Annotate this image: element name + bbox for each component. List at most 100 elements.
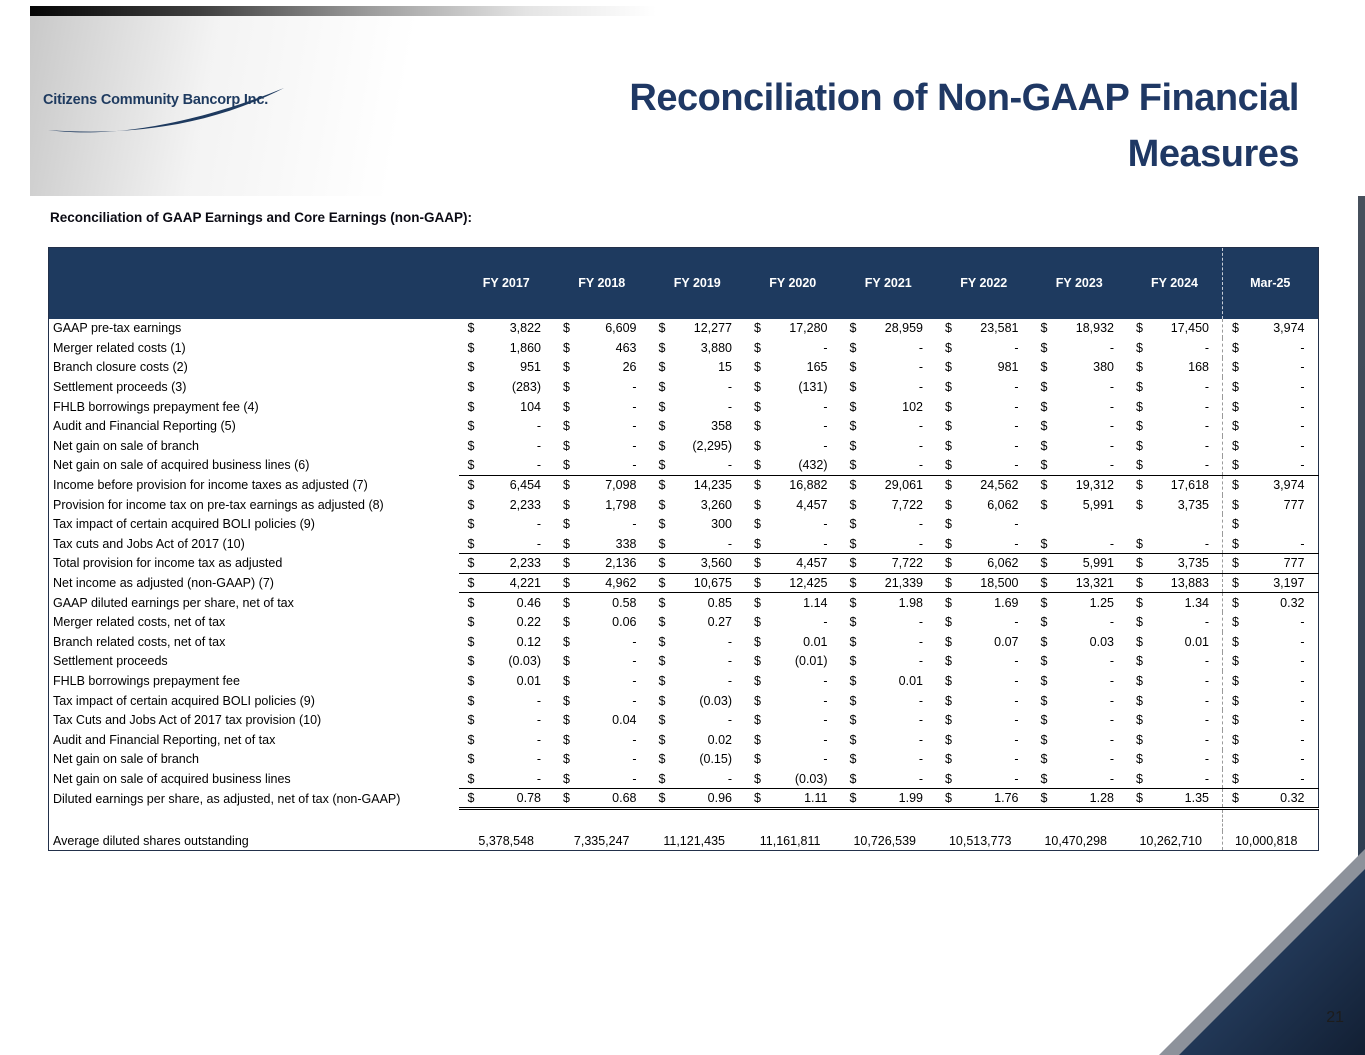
currency-symbol: $ [1232,458,1239,473]
cell-value: (131) [798,380,828,395]
cell-value: 3,560 [700,556,732,571]
row-label: GAAP pre-tax earnings [53,321,182,336]
cell-value: (2,295) [692,438,732,453]
currency-symbol: $ [563,752,570,767]
cell-value: - [1109,340,1114,355]
value-cell: $1,860 [459,338,555,358]
value-cell: $ - [1127,671,1223,691]
table-row: Diluted earnings per share, as adjusted,… [49,788,1318,810]
currency-symbol: $ [563,634,570,649]
cell-value: 3,197 [1273,576,1305,591]
currency-symbol: $ [467,595,475,610]
currency-symbol: $ [658,713,666,728]
cell-value: 5,991 [1082,497,1114,512]
cell-value: 16,882 [789,478,828,493]
cell-value: 338 [615,536,637,551]
row-label: Net gain on sale of branch [53,438,199,453]
currency-symbol: $ [563,673,570,688]
value-cell: $ - [936,455,1032,476]
row-label: Merger related costs, net of tax [53,615,226,630]
cell-value: - [1109,536,1114,551]
column-header: FY 2024 [1127,247,1223,319]
currency-symbol: $ [1040,634,1048,649]
currency-symbol: $ [658,771,666,786]
cell-value: 777 [1283,556,1305,571]
value-cell: $ - [554,514,650,534]
currency-symbol: $ [849,713,857,728]
currency-symbol: $ [754,595,761,610]
cell-value: - [727,654,732,669]
currency-symbol: $ [467,478,475,493]
value-cell: $28,959 [841,319,937,339]
cell-value: - [536,458,541,473]
cell-value: - [1014,615,1019,630]
value-cell: $ - [745,730,841,750]
value-cell: $ - [1222,416,1318,437]
currency-symbol: $ [563,321,570,336]
cell-value: 0.12 [516,634,541,649]
currency-symbol: $ [563,399,570,414]
currency-symbol: $ [563,360,570,375]
cell-value: - [1300,419,1305,434]
currency-symbol: $ [1232,478,1239,493]
value-cell: $18,932 [1032,319,1128,339]
cell-value: 10,470,298 [1044,833,1107,848]
row-label: Branch related costs, net of tax [53,634,226,649]
value-cell: $ - [1222,357,1318,378]
cell-value: - [1204,438,1209,453]
cell-value: 358 [711,419,732,434]
value-cell: 10,470,298 [1032,831,1128,851]
currency-symbol: $ [849,791,857,806]
value-cell: $ - [650,652,746,672]
currency-symbol: $ [1136,595,1143,610]
value-cell: $338 [554,534,650,555]
cell-value: - [918,419,923,434]
value-cell [1032,514,1128,534]
value-cell: $ - [1127,534,1223,555]
currency-symbol: $ [754,438,761,453]
currency-symbol: $ [1136,438,1143,453]
value-cell: $7,098 [554,475,650,495]
cell-value: 17,280 [789,321,828,336]
cell-value: 6,609 [605,321,637,336]
currency-symbol: $ [1136,791,1143,806]
cell-value: 0.01 [1184,634,1209,649]
column-header: FY 2022 [936,247,1032,319]
currency-symbol: $ [1040,536,1048,551]
cell-value: (0.03) [508,654,541,669]
value-cell: $0.32 [1222,592,1318,613]
currency-symbol: $ [658,752,666,767]
currency-symbol: $ [658,419,666,434]
value-cell: 11,121,435 [650,831,746,851]
value-cell: $ - [650,377,746,397]
cell-value: - [1014,380,1019,395]
cell-value: 1.98 [898,595,923,610]
currency-symbol: $ [945,517,952,532]
value-cell: $ - [1222,710,1318,730]
value-cell: $17,618 [1127,475,1223,495]
currency-symbol: $ [754,497,761,512]
value-cell: $21,339 [840,573,936,594]
value-cell: $ - [1222,436,1318,456]
value-cell: $3,822 [459,319,555,339]
cell-value: - [918,693,923,708]
currency-symbol: $ [467,673,475,688]
currency-symbol: $ [945,693,952,708]
value-cell: $ - [1032,416,1128,436]
value-cell: $3,735 [1127,495,1223,515]
currency-symbol: $ [658,791,666,806]
value-cell: $ - [1127,612,1223,632]
cell-value: - [1109,399,1114,414]
cell-value: 0.96 [707,791,732,806]
cell-value: 1.99 [898,791,923,806]
cell-value: - [918,340,923,355]
currency-symbol: $ [1040,771,1048,786]
table-row: Net gain on sale of branch $ - $ - $ (2,295) $ -… [49,436,1318,456]
cell-value: - [1109,419,1114,434]
currency-symbol: $ [754,360,761,375]
cell-value: - [1300,673,1305,688]
value-cell: $ - [554,671,650,691]
cell-value: - [1014,399,1019,414]
cell-value: - [1300,380,1305,395]
value-cell [1127,514,1223,534]
